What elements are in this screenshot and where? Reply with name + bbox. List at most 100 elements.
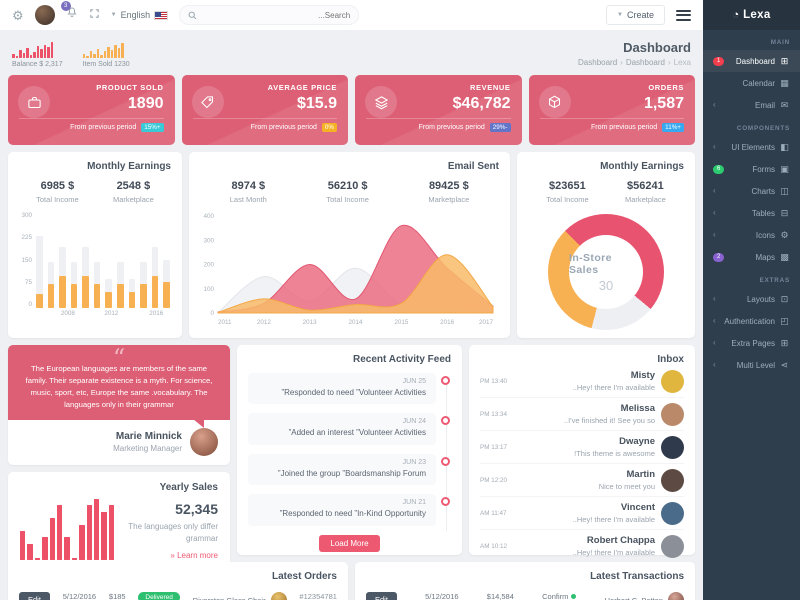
notifications-button[interactable]: 3	[60, 1, 78, 24]
sidebar-item[interactable]: ‹ Multi Level ⋖	[703, 354, 800, 376]
sidebar-badge: 2	[713, 252, 725, 262]
edit-button[interactable]: Edit	[19, 592, 50, 600]
activity-item: JUN 25 ”Responded to need ”Volunteer Act…	[248, 373, 450, 405]
activity-text: ”Added an interest ”Volunteer Activities	[288, 428, 426, 438]
create-button[interactable]: ▼ Create	[606, 5, 665, 25]
svg-text:200: 200	[203, 262, 214, 269]
svg-text:400: 400	[203, 213, 214, 220]
settings-gear-icon[interactable]: ⚙	[12, 7, 24, 23]
stat-title: PRODUCT SOLD	[96, 83, 164, 92]
stat-title: ORDERS	[648, 83, 684, 92]
testimonial-text: The European languages are members of th…	[25, 364, 213, 409]
transaction-amount: $14,584	[486, 592, 514, 600]
order-id: #12354781	[299, 592, 337, 600]
activity-date: JUN 24	[402, 418, 426, 426]
stacked-bar-chart: 300 225 150 75 0	[19, 212, 171, 308]
sender-name: Robert Chappa	[586, 535, 655, 546]
sender-avatar	[661, 369, 684, 393]
chevron-left-icon: ‹	[713, 186, 716, 195]
stat-card-revenue: REVENUE $46,782 From previous period 29%-	[355, 75, 522, 145]
search-box[interactable]	[179, 5, 360, 25]
transaction-person: Herbert C. Patton	[605, 592, 684, 600]
breadcrumb: Dashboard › Dashboard › Lexa	[578, 58, 691, 67]
fullscreen-button[interactable]	[89, 6, 100, 24]
sidebar-item[interactable]: 6 Forms ▣	[703, 158, 800, 180]
stat-title: AVERAGE PRICE	[267, 83, 337, 92]
notification-count-badge: 3	[60, 1, 71, 11]
sidebar-item[interactable]: 2 Maps ▩	[703, 246, 800, 268]
sender-name: Dwayne	[619, 436, 655, 447]
testimonial-card: “ The European languages are members of …	[8, 345, 230, 465]
inbox-message[interactable]: AM 11:47 Vincent ..Hey! there I'm availa…	[480, 497, 684, 530]
sidebar-item[interactable]: ‹ UI Elements ◧	[703, 136, 800, 158]
breadcrumb-item[interactable]: Dashboard	[578, 58, 618, 67]
svg-text:2012: 2012	[257, 319, 272, 326]
sidebar-item-label: UI Elements	[731, 142, 775, 152]
sidebar-item[interactable]: 1 Dashboard ⊞	[703, 50, 800, 72]
sidebar-item-label: Maps	[755, 252, 775, 262]
latest-orders-panel: Latest Orders Edit 5/12/2016 $185 Delive…	[8, 562, 348, 600]
sidebar-item[interactable]: ‹ Tables ⊟	[703, 202, 800, 224]
sidebar-item[interactable]: ‹ Authentication ◰	[703, 310, 800, 332]
sidebar-item-label: Dashboard	[735, 56, 775, 66]
stat-value: 2548 $	[116, 180, 151, 192]
panel-title: Email Sent	[447, 161, 499, 172]
testimonial-name: Marie Minnick	[115, 430, 182, 442]
inbox-message[interactable]: PM 13:17 Dwayne !This theme is awesome	[480, 431, 684, 464]
stat-label: Total Income	[546, 195, 589, 204]
breadcrumb-item[interactable]: Dashboard	[625, 58, 665, 67]
donut-chart: In-Store Sales 30	[548, 214, 664, 330]
sidebar-badge: 1	[713, 56, 725, 66]
latest-transactions-panel: Latest Transactions Edit 5/12/2016Date $…	[355, 562, 695, 600]
user-avatar[interactable]	[34, 5, 55, 25]
sender-avatar	[661, 402, 684, 426]
stat-card-orders: ORDERS 1,587 From previous period 11%+	[528, 75, 695, 145]
sidebar-item[interactable]: ‹ Layouts ⊡	[703, 288, 800, 310]
us-flag-icon	[154, 10, 169, 20]
sidebar-item[interactable]: ‹ Email ✉	[703, 94, 800, 116]
sidebar-section-main: MAIN	[770, 39, 790, 46]
create-button-label: Create	[626, 10, 654, 20]
order-date: 5/12/2016	[62, 592, 97, 600]
edit-button[interactable]: Edit	[366, 592, 397, 600]
inbox-message[interactable]: AM 10:12 Robert Chappa ..Hey! there I'm …	[480, 530, 684, 563]
stat-value: 6985 $	[40, 180, 75, 192]
message-preview: ..Hey! there I'm available	[572, 548, 655, 557]
menu-toggle-button[interactable]	[676, 7, 691, 23]
svg-text:2014: 2014	[348, 319, 363, 326]
item-sold-bars	[82, 40, 130, 58]
sidebar-item[interactable]: ‹ Charts ◫	[703, 180, 800, 202]
email-icon: ✉	[780, 99, 789, 110]
svg-text:100: 100	[203, 286, 214, 293]
app-logo[interactable]: ◔ Lexa	[703, 0, 800, 30]
inbox-message[interactable]: PM 13:40 Misty ..Hey! there I'm availabl…	[480, 365, 684, 398]
sidebar-item[interactable]: ‹ Icons ⚙	[703, 224, 800, 246]
activity-item: JUN 24 ”Added an interest ”Volunteer Act…	[248, 413, 450, 445]
inbox-message[interactable]: PM 13:34 Melissa ..I've finished it! See…	[480, 398, 684, 431]
sidebar-item[interactable]: ‹ Extra Pages ⊞	[703, 332, 800, 354]
stat-value: $15.9	[296, 95, 337, 112]
layers-icon	[365, 86, 397, 118]
activity-text: ”Responded to need ”In-Kind Opportunity	[279, 509, 426, 519]
sidebar-item[interactable]: Calendar ▦	[703, 72, 800, 94]
tables-icon: ⊟	[780, 207, 789, 218]
dashboard-icon: ⊞	[780, 55, 789, 66]
learn-more-link[interactable]: » Learn more	[170, 550, 218, 560]
panel-title: Inbox	[657, 354, 684, 365]
message-time: PM 13:40	[480, 377, 507, 385]
yearly-sales-desc: The languages only differ grammar	[128, 521, 218, 543]
load-more-button[interactable]: Load More	[319, 534, 380, 552]
message-preview: !This theme is awesome	[574, 449, 655, 458]
sidebar-item-label: Tables	[751, 208, 775, 218]
chevron-down-icon: ▼	[617, 12, 623, 18]
activity-item: JUN 23 ”Joined the group ”Boardsmanship …	[248, 453, 450, 486]
language-selector[interactable]: ▼ English	[111, 10, 169, 20]
message-time: PM 13:17	[480, 443, 507, 451]
panel-title: Monthly Earnings	[87, 161, 171, 172]
message-time: AM 10:12	[480, 542, 507, 550]
yearly-sales-panel: Yearly Sales 52,345 The languages only d…	[8, 471, 230, 570]
chevron-left-icon: ‹	[713, 316, 716, 325]
search-input[interactable]	[202, 10, 351, 20]
maps-icon: ▩	[780, 251, 789, 262]
inbox-message[interactable]: PM 12:20 Martin Nice to meet you	[480, 464, 684, 497]
